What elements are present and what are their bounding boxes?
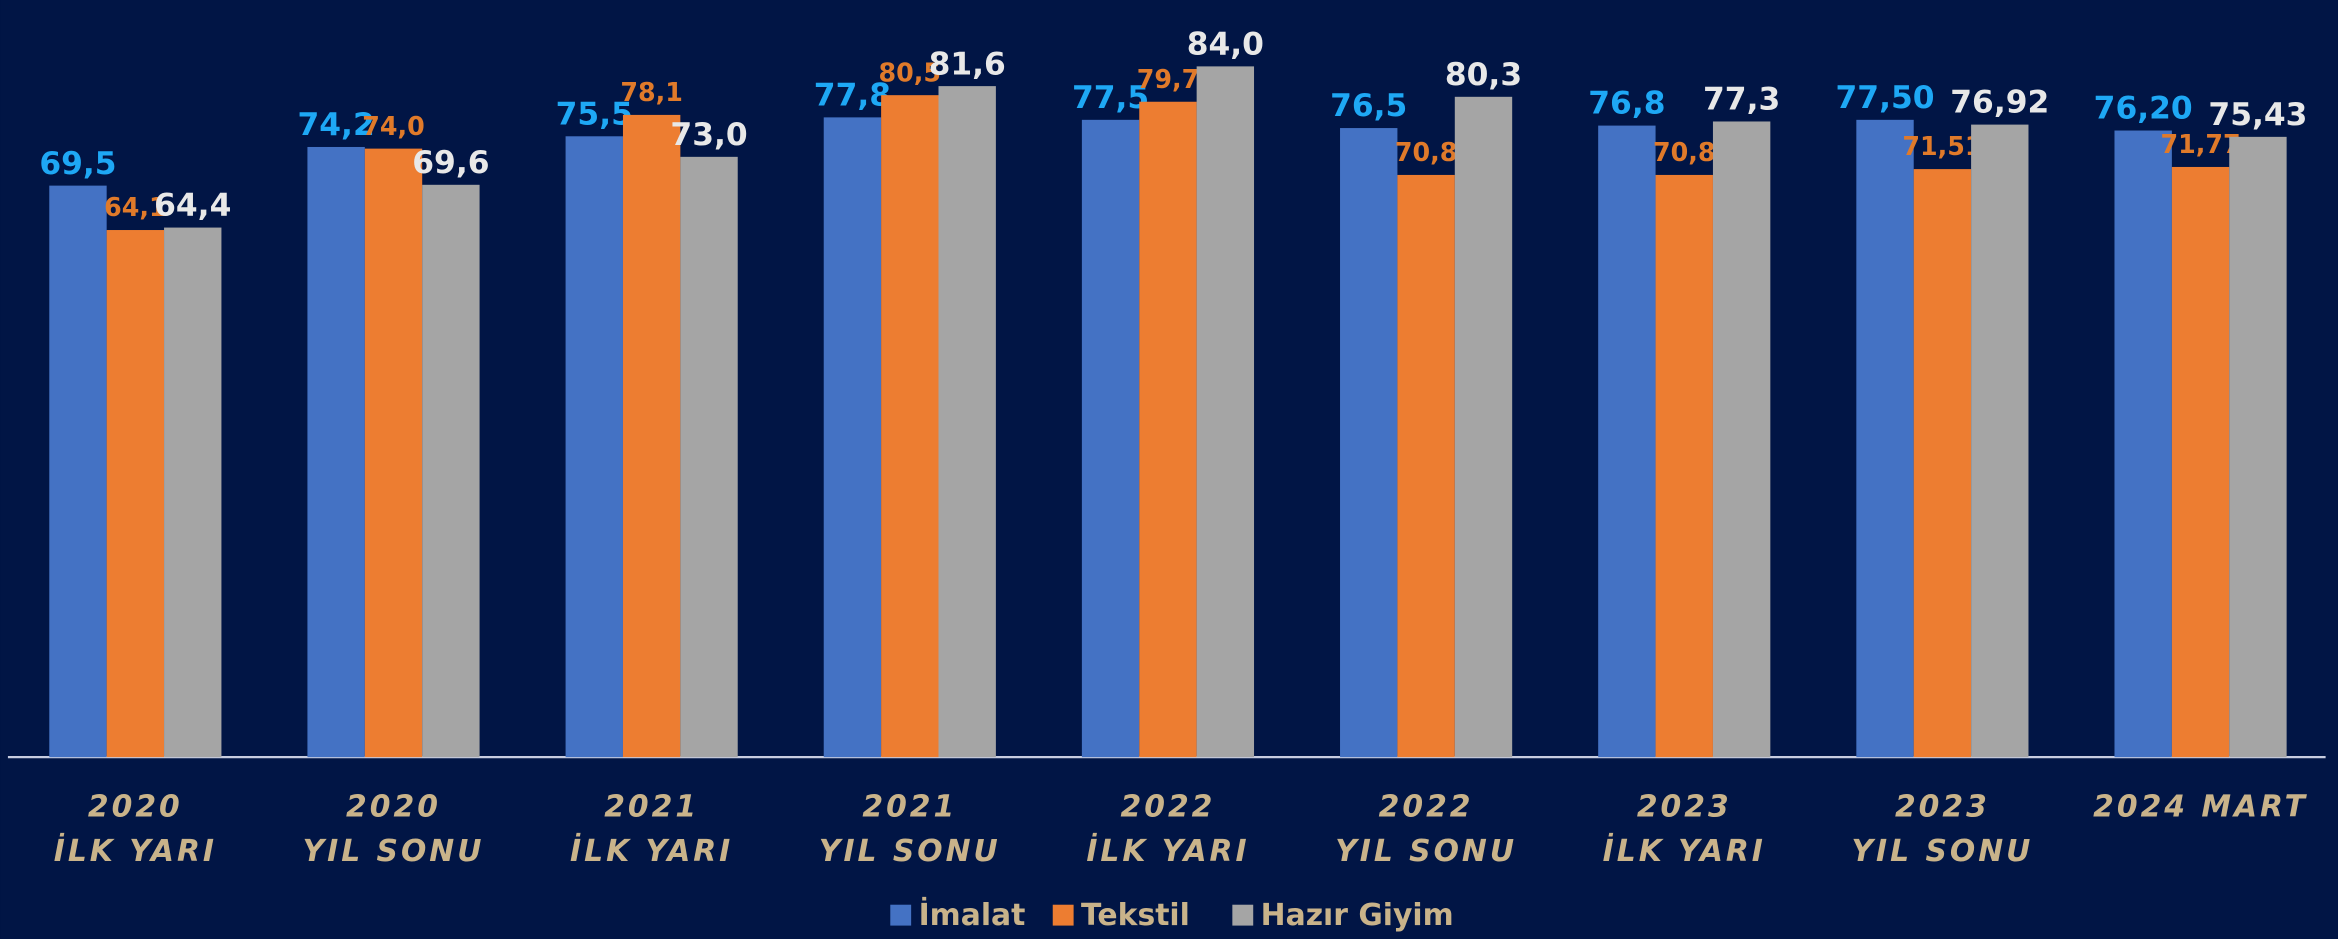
- bar: [1081, 119, 1140, 758]
- x-tick-label: İLK YARI: [570, 833, 733, 869]
- legend-label: Hazır Giyim: [1261, 898, 1454, 933]
- data-label: 75,5: [556, 96, 633, 132]
- data-label: 76,20: [2094, 91, 2193, 127]
- data-label: 78,1: [620, 77, 683, 107]
- bar: [422, 184, 480, 758]
- bar: [1971, 124, 2029, 758]
- bar: [49, 185, 107, 758]
- data-label: 80,3: [1445, 57, 1522, 93]
- x-tick-label: YIL SONU: [1852, 834, 2034, 869]
- data-label: 77,3: [1703, 82, 1780, 118]
- data-label: 79,7: [1137, 64, 1200, 94]
- bar: [1598, 125, 1656, 758]
- data-label: 77,8: [814, 78, 891, 114]
- x-tick-label: YIL SONU: [303, 834, 485, 869]
- bar: [823, 117, 882, 758]
- bar: [106, 230, 165, 758]
- x-tick-label: 2021: [862, 789, 957, 824]
- data-label: 64,1: [104, 192, 167, 222]
- data-label: 69,5: [39, 146, 116, 182]
- legend-swatch: [1052, 904, 1074, 926]
- bar: [881, 95, 939, 758]
- data-label: 80,5: [879, 57, 942, 87]
- x-tick-label: 2024 MART: [2093, 789, 2308, 824]
- data-label: 70,8: [1653, 137, 1716, 167]
- bar: [1913, 169, 1972, 758]
- x-tick-label: YIL SONU: [819, 834, 1001, 869]
- bar: [1655, 174, 1713, 758]
- bar: [1856, 119, 1914, 758]
- bar: [2114, 130, 2172, 758]
- data-label: 76,92: [1950, 85, 2049, 121]
- bar: [680, 156, 738, 758]
- x-tick-label: 2022: [1121, 789, 1216, 824]
- data-label: 74,0: [362, 111, 425, 141]
- bar: [164, 227, 222, 758]
- bar: [1340, 128, 1398, 758]
- bar: [622, 114, 681, 758]
- x-tick-label: İLK YARI: [54, 833, 217, 869]
- x-tick-label: 2020: [346, 789, 441, 824]
- data-label: 71,77: [2160, 129, 2240, 159]
- bar: [307, 146, 365, 758]
- x-tick-label: 2020: [88, 789, 183, 824]
- data-label: 71,51: [1902, 131, 1982, 161]
- x-tick-label: İLK YARI: [1086, 833, 1249, 869]
- data-label: 76,5: [1330, 88, 1407, 124]
- data-label: 73,0: [670, 117, 747, 153]
- data-label: 70,8: [1395, 137, 1458, 167]
- data-label: 77,50: [1836, 80, 1935, 116]
- legend-label: Tekstil: [1081, 898, 1190, 933]
- data-label: 81,6: [929, 46, 1006, 82]
- bar: [2229, 136, 2287, 758]
- x-tick-label: 2023: [1895, 789, 1990, 824]
- data-label: 69,6: [412, 145, 489, 181]
- x-tick-label: 2023: [1637, 789, 1732, 824]
- bar: [938, 86, 996, 758]
- data-label: 75,43: [2208, 97, 2307, 133]
- bar: [364, 148, 423, 758]
- data-label: 77,5: [1072, 80, 1149, 116]
- bar: [2171, 166, 2230, 758]
- data-label: 74,2: [298, 107, 375, 143]
- data-label: 76,8: [1588, 86, 1665, 122]
- data-label: 84,0: [1187, 27, 1264, 63]
- x-tick-label: İLK YARI: [1603, 833, 1766, 869]
- x-tick-label: 2021: [604, 789, 699, 824]
- bar: [1397, 174, 1455, 758]
- bar: [1139, 101, 1197, 758]
- legend-swatch: [1232, 904, 1254, 926]
- bar: [1196, 66, 1255, 758]
- bar: [1712, 121, 1771, 758]
- data-label: 64,4: [154, 188, 231, 224]
- x-tick-label: 2022: [1379, 789, 1474, 824]
- x-tick-label: YIL SONU: [1335, 834, 1517, 869]
- legend-label: İmalat: [919, 897, 1026, 933]
- bar: [565, 136, 623, 758]
- legend-swatch: [890, 904, 912, 926]
- bar: [1454, 96, 1513, 758]
